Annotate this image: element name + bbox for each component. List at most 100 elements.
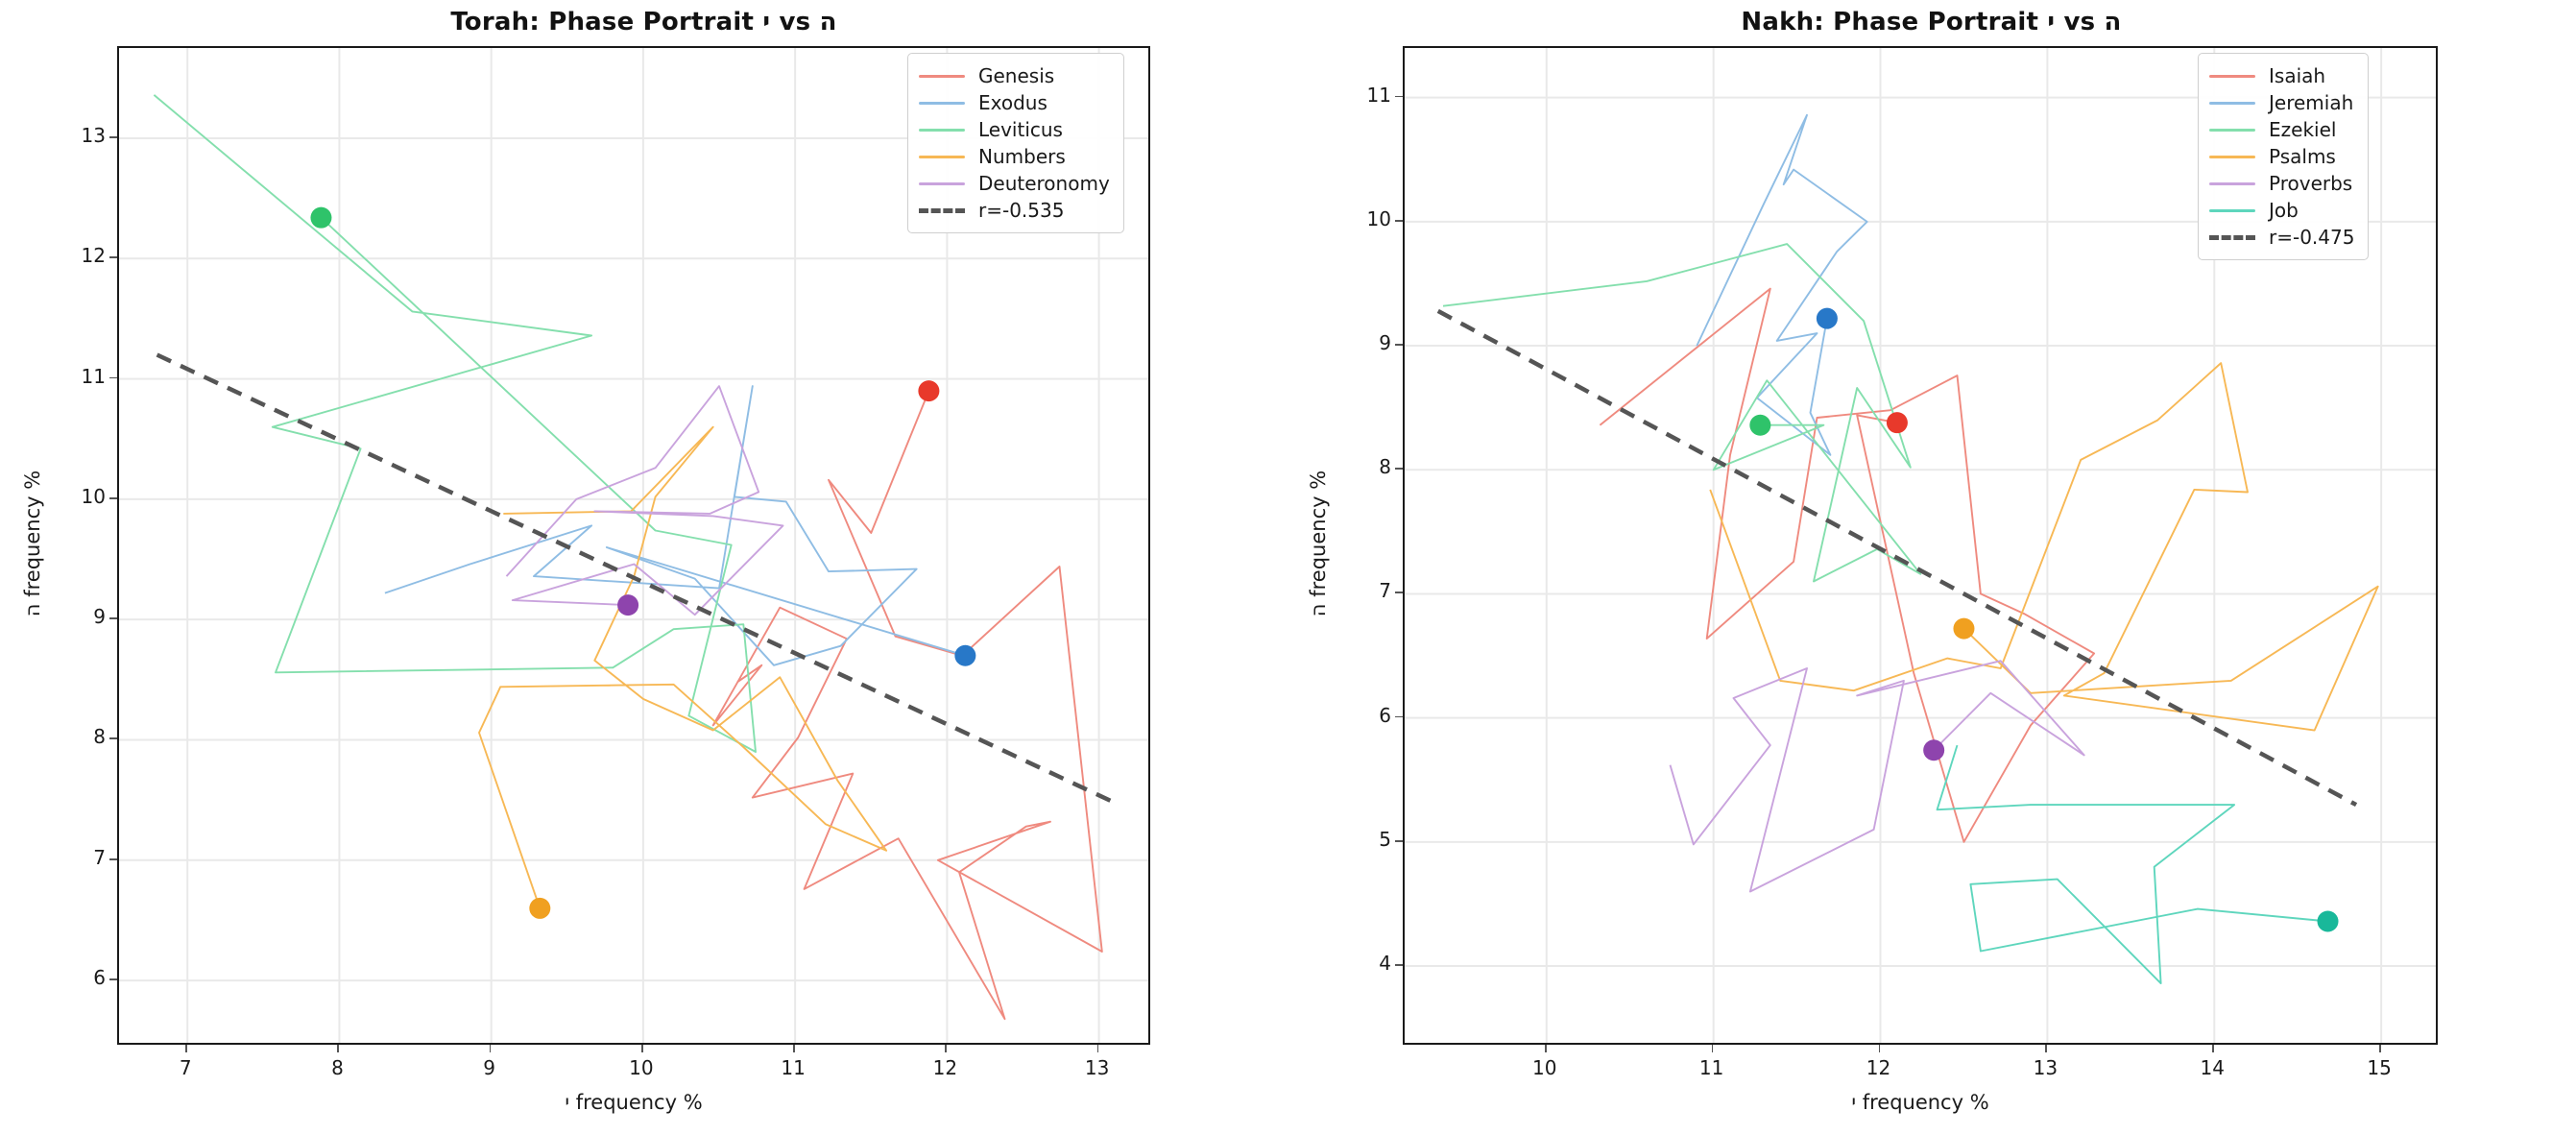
x-tickmark	[2379, 1045, 2381, 1052]
series-end-marker	[2317, 910, 2339, 932]
legend-item[interactable]: r=-0.475	[2209, 224, 2354, 251]
y-tick-label: 7	[1379, 579, 1391, 603]
legend-swatch	[919, 181, 965, 185]
legend-label: Psalms	[2269, 145, 2336, 168]
y-tickmark	[1395, 715, 1403, 718]
x-tickmark	[793, 1045, 795, 1052]
y-tick-label: 6	[1379, 703, 1391, 727]
legend-item[interactable]: Isaiah	[2209, 62, 2354, 89]
series-line	[1442, 243, 1922, 583]
y-tickmark	[1395, 592, 1403, 594]
legend-item[interactable]: Job	[2209, 197, 2354, 224]
legend-label: Exodus	[978, 91, 1047, 114]
y-tickmark	[1395, 964, 1403, 966]
x-tickmark	[1878, 1045, 1881, 1052]
legend-label: Ezekiel	[2269, 118, 2337, 141]
legend-swatch	[2209, 155, 2255, 158]
series-line	[384, 385, 966, 666]
x-tick-label: 8	[331, 1056, 344, 1079]
x-tick-label: 7	[179, 1056, 192, 1079]
y-tick-label: 6	[93, 966, 106, 990]
legend-swatch	[919, 101, 965, 105]
y-tick-label: 9	[1379, 331, 1391, 355]
panel-nakh: Nakh: Phase Portrait י vs ה 4 5 6 7 8 9 10 11 10…	[1288, 0, 2575, 1135]
y-tick-label: 10	[1366, 206, 1391, 230]
series-end-marker	[954, 644, 976, 666]
series-end-marker	[918, 380, 940, 402]
y-axis-label: ה frequency %	[1307, 470, 1330, 617]
legend-swatch	[2209, 208, 2255, 212]
legend-item[interactable]: Deuteronomy	[919, 170, 1110, 197]
x-tickmark	[640, 1045, 643, 1052]
y-tickmark	[109, 256, 117, 259]
y-tick-label: 8	[1379, 455, 1391, 479]
legend-label: r=-0.535	[978, 199, 1065, 222]
legend-label: Deuteronomy	[978, 172, 1110, 195]
y-tickmark	[1395, 95, 1403, 98]
x-axis-label: י frequency %	[1851, 1091, 1989, 1114]
legend-item[interactable]: Genesis	[919, 62, 1110, 89]
series-end-marker	[1953, 617, 1975, 640]
legend-item[interactable]: Numbers	[919, 143, 1110, 170]
y-tickmark	[109, 737, 117, 740]
y-tickmark	[1395, 344, 1403, 346]
panel-title: Nakh: Phase Portrait י vs ה	[1741, 8, 2122, 36]
series-end-marker	[1923, 739, 1945, 761]
x-tick-label: 13	[2033, 1056, 2058, 1079]
legend-label: Leviticus	[978, 118, 1063, 141]
y-tick-label: 8	[93, 725, 106, 749]
x-tick-label: 12	[1866, 1056, 1891, 1079]
legend-item[interactable]: Exodus	[919, 89, 1110, 116]
x-tick-label: 9	[483, 1056, 496, 1079]
panel-torah: Torah: Phase Portrait י vs ה 6 7 8 9 10 11 12 1…	[21, 8, 1150, 1114]
x-axis-label: י frequency %	[565, 1091, 703, 1114]
y-axis-label: ה frequency %	[21, 470, 44, 617]
x-tickmark	[489, 1045, 492, 1052]
y-tickmark	[1395, 219, 1403, 222]
x-tickmark	[1096, 1045, 1099, 1052]
x-tickmark	[2045, 1045, 2048, 1052]
y-tick-label: 11	[1366, 83, 1391, 107]
legend-swatch	[919, 74, 965, 78]
series-end-marker	[1816, 307, 1838, 329]
series-line	[1936, 744, 2328, 985]
y-tickmark	[109, 376, 117, 379]
legend-swatch	[919, 155, 965, 158]
legend[interactable]: Isaiah Jeremiah Ezekiel Psalms Proverbs Job r=…	[2198, 53, 2370, 260]
series-line	[153, 94, 757, 753]
x-tickmark	[185, 1045, 187, 1052]
x-tickmark	[945, 1045, 948, 1052]
y-tick-label: 9	[93, 605, 106, 629]
legend-swatch	[2209, 234, 2255, 240]
x-tick-label: 10	[629, 1056, 654, 1079]
x-tick-label: 10	[1532, 1056, 1557, 1079]
series-end-marker	[1886, 412, 1908, 434]
y-tickmark	[109, 857, 117, 860]
panel-title: Torah: Phase Portrait י vs ה	[450, 8, 837, 36]
x-tick-label: 11	[1698, 1056, 1724, 1079]
trendline	[1436, 308, 2358, 808]
x-tick-label: 13	[1084, 1056, 1110, 1079]
legend-swatch	[2209, 74, 2255, 78]
legend-item[interactable]: Psalms	[2209, 143, 2354, 170]
x-tickmark	[2212, 1045, 2215, 1052]
legend-item[interactable]: Leviticus	[919, 116, 1110, 143]
legend-item[interactable]: r=-0.535	[919, 197, 1110, 224]
legend-item[interactable]: Ezekiel	[2209, 116, 2354, 143]
y-tick-label: 12	[81, 244, 106, 268]
legend-item[interactable]: Proverbs	[2209, 170, 2354, 197]
legend-swatch	[919, 207, 965, 213]
series-line	[505, 385, 784, 616]
y-tickmark	[109, 496, 117, 499]
legend-item[interactable]: Jeremiah	[2209, 89, 2354, 116]
legend-swatch	[2209, 101, 2255, 105]
series-line	[1709, 362, 2379, 732]
series-line	[711, 390, 1103, 1021]
series-end-marker	[529, 897, 551, 919]
y-tick-label: 13	[81, 123, 106, 147]
legend[interactable]: Genesis Exodus Leviticus Numbers Deuteronomy…	[907, 53, 1124, 233]
legend-label: Numbers	[978, 145, 1066, 168]
y-tickmark	[109, 617, 117, 619]
legend-swatch	[2209, 181, 2255, 185]
